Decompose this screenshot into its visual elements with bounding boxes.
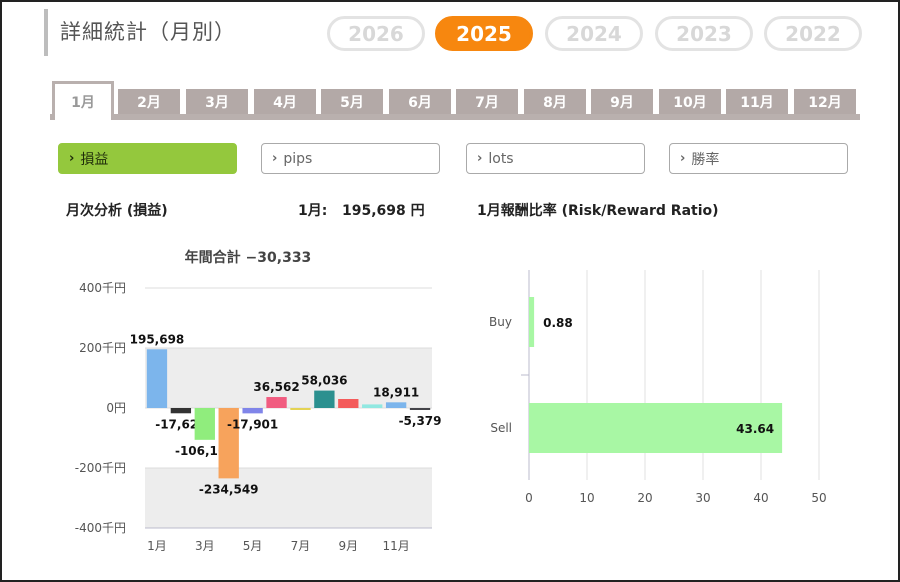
x-tick-label: 11月 <box>382 539 409 553</box>
tab-month-4[interactable]: 4月 <box>254 89 316 114</box>
grid-band <box>145 468 432 528</box>
data-label: -234,549 <box>199 482 259 496</box>
tab-month-12[interactable]: 12月 <box>794 89 856 114</box>
bar-Buy <box>529 297 535 347</box>
page-title: 詳細統計（月別） <box>60 20 236 44</box>
data-label: 195,698 <box>130 332 185 346</box>
bar-4月 <box>218 408 239 479</box>
metric-label: 勝率 <box>691 151 720 168</box>
data-label: 0.88 <box>543 316 573 330</box>
year-button-2026[interactable]: 2026 <box>327 16 425 51</box>
monthly-analysis-title: 月次分析 (損益) <box>66 203 168 219</box>
data-label: 18,911 <box>373 385 419 399</box>
metric-button-lots[interactable]: › lots <box>466 143 645 174</box>
chevron-right-icon: › <box>272 151 278 166</box>
data-label: 58,036 <box>301 374 347 388</box>
tab-month-7[interactable]: 7月 <box>456 89 518 114</box>
tab-month-1[interactable]: 1月 <box>52 81 114 120</box>
year-button-2023[interactable]: 2023 <box>655 16 753 51</box>
metric-button-pips[interactable]: › pips <box>261 143 440 174</box>
chevron-right-icon: › <box>680 151 686 166</box>
bar-3月 <box>194 408 215 440</box>
x-tick-label: 5月 <box>243 539 263 553</box>
y-tick-label: 0円 <box>106 401 126 415</box>
x-tick-label: 0 <box>525 491 533 505</box>
bar-12月 <box>409 408 431 410</box>
metric-label: pips <box>283 150 313 167</box>
current-month-value: 195,698 円 <box>342 203 425 219</box>
tab-month-11[interactable]: 11月 <box>726 89 788 114</box>
ratio-chart-title: 1月報酬比率 (Risk/Reward Ratio) <box>477 203 719 219</box>
bar-1月 <box>146 349 168 408</box>
bar-10月 <box>362 404 383 408</box>
risk-reward-chart: 0 10 20 30 40 50 Buy 0.88 Sell 43.64 <box>489 270 827 505</box>
chart-title: 年間合計 −30,333 <box>185 249 312 266</box>
x-tick-label: 10 <box>579 491 594 505</box>
chevron-right-icon: › <box>477 151 483 166</box>
bar-9月 <box>338 399 359 408</box>
bar-7月 <box>290 408 311 410</box>
data-label: -5,379 <box>399 414 442 428</box>
y-tick-label: Buy <box>489 315 512 329</box>
tab-month-5[interactable]: 5月 <box>321 89 383 114</box>
metric-label: 損益 <box>80 151 109 168</box>
metric-label: lots <box>488 150 514 167</box>
data-label: 36,562 <box>253 380 299 394</box>
x-tick-label: 9月 <box>338 539 358 553</box>
tab-month-6[interactable]: 6月 <box>389 89 451 114</box>
data-label: -17,624 <box>155 417 206 431</box>
grid-band <box>145 348 432 408</box>
tab-month-3[interactable]: 3月 <box>186 89 248 114</box>
y-tick-label: -400千円 <box>75 521 126 535</box>
current-month-label: 1月: <box>298 203 328 219</box>
metric-button-winrate[interactable]: › 勝率 <box>669 143 848 174</box>
bar-6月 <box>266 397 287 408</box>
bar-2月 <box>170 408 192 414</box>
chevron-right-icon: › <box>69 151 75 166</box>
metric-button-profit[interactable]: › 損益 <box>58 143 237 174</box>
y-tick-label: 400千円 <box>79 281 126 295</box>
y-tick-label: -200千円 <box>75 461 126 475</box>
data-label: -17,901 <box>227 417 278 431</box>
bar-5月 <box>242 408 263 414</box>
tab-month-10[interactable]: 10月 <box>659 89 721 114</box>
x-tick-label: 7月 <box>291 539 311 553</box>
bar-Sell <box>529 403 783 453</box>
tab-month-8[interactable]: 8月 <box>524 89 586 114</box>
x-tick-label: 1月 <box>147 539 167 553</box>
bar-8月 <box>314 390 335 408</box>
year-button-2022[interactable]: 2022 <box>764 16 862 51</box>
year-button-2025[interactable]: 2025 <box>435 16 533 51</box>
y-tick-label: Sell <box>490 421 512 435</box>
tab-month-2[interactable]: 2月 <box>118 89 180 114</box>
x-tick-label: 40 <box>753 491 768 505</box>
monthly-profit-chart: 400千円 200千円 0円 -200千円 -400千円 年間合計 −30,333 195,… <box>75 249 442 553</box>
y-tick-label: 200千円 <box>79 341 126 355</box>
data-label: 43.64 <box>736 422 774 436</box>
x-tick-label: 3月 <box>195 539 215 553</box>
x-tick-label: 30 <box>695 491 710 505</box>
year-button-2024[interactable]: 2024 <box>545 16 643 51</box>
tab-month-9[interactable]: 9月 <box>591 89 653 114</box>
title-accent-bar <box>44 9 48 56</box>
bar-11月 <box>385 402 407 408</box>
x-tick-label: 50 <box>811 491 826 505</box>
x-tick-label: 20 <box>637 491 652 505</box>
month-tab-strip <box>50 114 860 120</box>
